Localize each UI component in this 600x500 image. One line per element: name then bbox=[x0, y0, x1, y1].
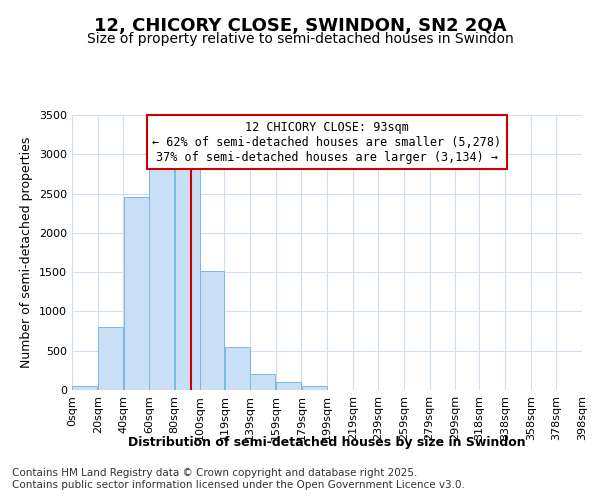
Bar bbox=[276, 382, 301, 390]
Text: Contains HM Land Registry data © Crown copyright and database right 2025.
Contai: Contains HM Land Registry data © Crown c… bbox=[12, 468, 465, 490]
Text: 12, CHICORY CLOSE, SWINDON, SN2 2QA: 12, CHICORY CLOSE, SWINDON, SN2 2QA bbox=[94, 18, 506, 36]
Text: 12 CHICORY CLOSE: 93sqm
← 62% of semi-detached houses are smaller (5,278)
37% of: 12 CHICORY CLOSE: 93sqm ← 62% of semi-de… bbox=[152, 120, 502, 164]
Bar bbox=[302, 386, 327, 390]
Text: Size of property relative to semi-detached houses in Swindon: Size of property relative to semi-detach… bbox=[86, 32, 514, 46]
Y-axis label: Number of semi-detached properties: Number of semi-detached properties bbox=[20, 137, 34, 368]
Bar bbox=[98, 327, 123, 390]
Text: Distribution of semi-detached houses by size in Swindon: Distribution of semi-detached houses by … bbox=[128, 436, 526, 449]
Bar bbox=[124, 198, 149, 390]
Bar bbox=[200, 270, 224, 390]
Bar bbox=[225, 347, 250, 390]
Bar bbox=[72, 386, 97, 390]
Bar bbox=[175, 162, 200, 390]
Bar bbox=[149, 162, 174, 390]
Bar bbox=[250, 374, 275, 390]
